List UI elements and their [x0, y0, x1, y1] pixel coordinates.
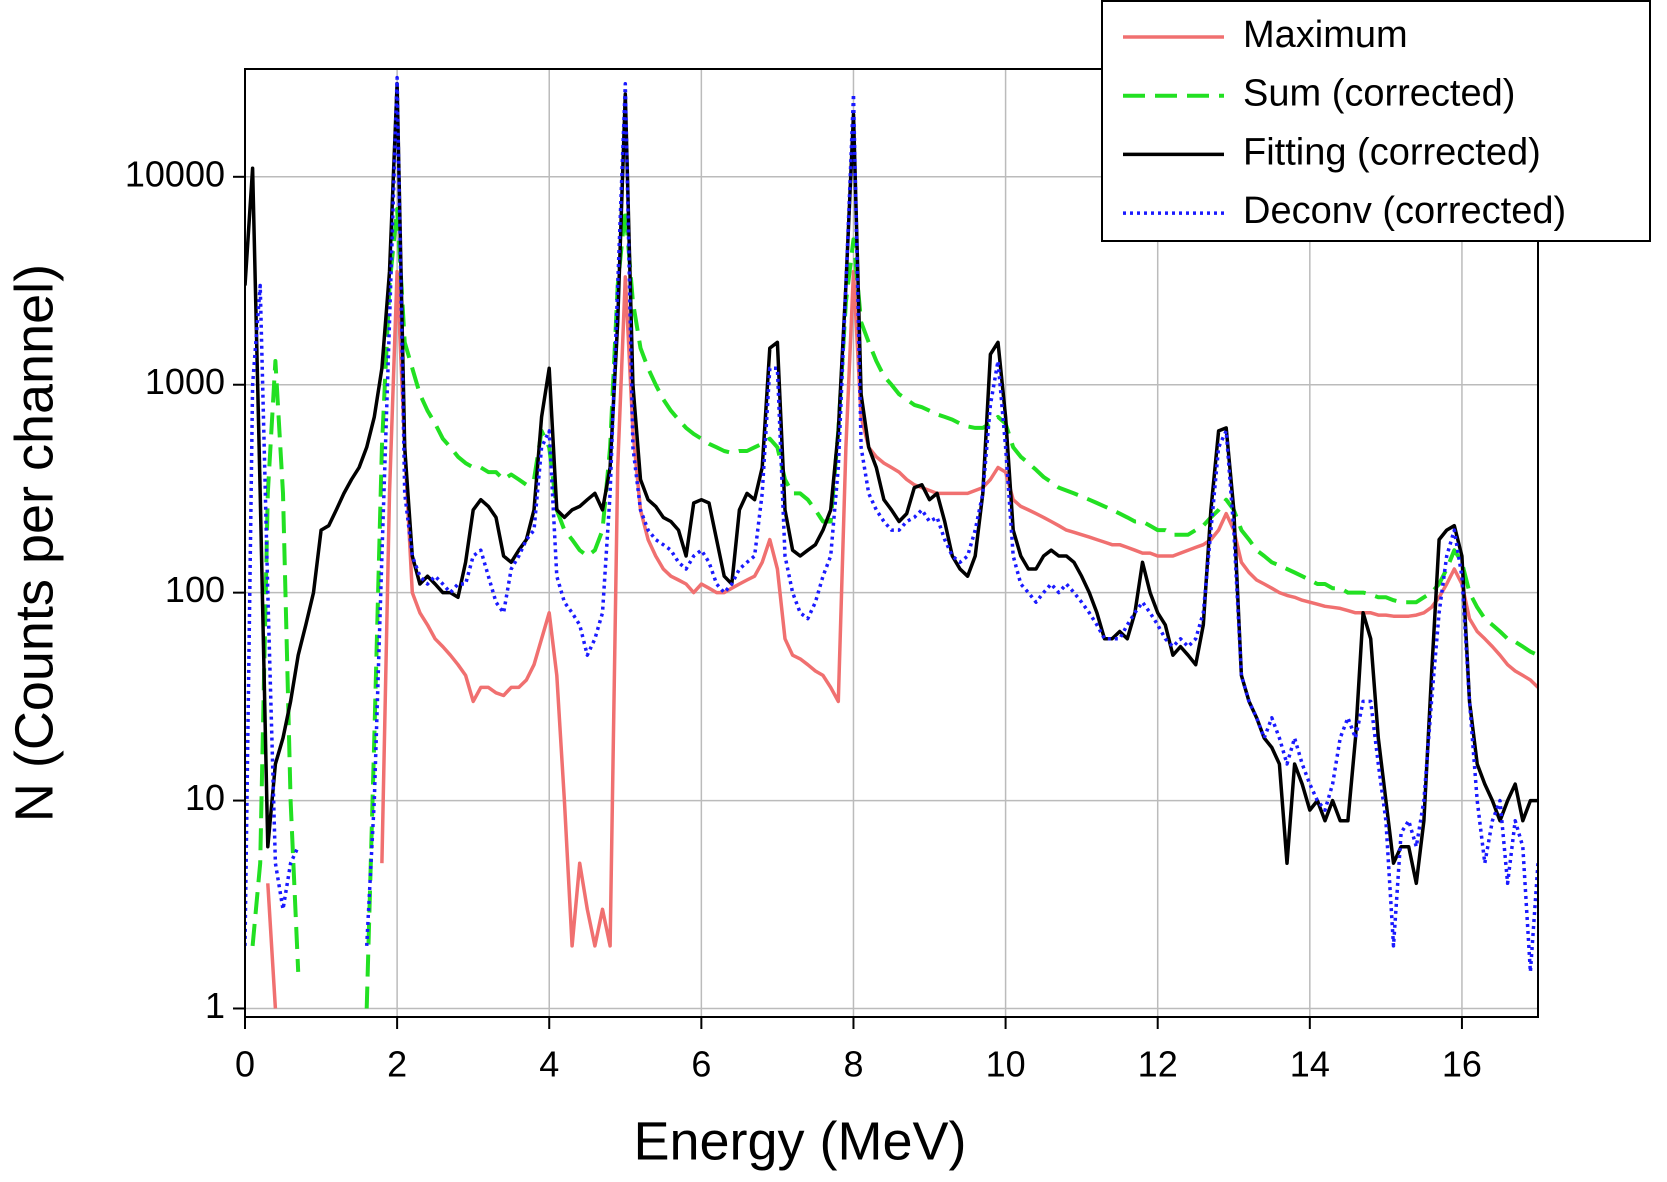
y-tick-label: 10 — [185, 777, 225, 818]
x-tick-label: 12 — [1138, 1044, 1178, 1085]
legend-label: Fitting (corrected) — [1243, 131, 1541, 173]
y-axis-title: N (Counts per channel) — [4, 264, 64, 822]
x-tick-label: 16 — [1442, 1044, 1482, 1085]
x-axis-title: Energy (MeV) — [633, 1111, 966, 1171]
y-tick-label: 1000 — [145, 361, 225, 402]
x-tick-label: 10 — [986, 1044, 1026, 1085]
y-tick-label: 100 — [165, 569, 225, 610]
x-tick-label: 6 — [691, 1044, 711, 1085]
y-tick-label: 10000 — [125, 153, 225, 194]
series-line — [245, 75, 1538, 974]
plot-frame — [244, 68, 1539, 1018]
legend-label: Deconv (corrected) — [1243, 190, 1566, 232]
x-tick-label: 8 — [843, 1044, 863, 1085]
y-tick-label: 1 — [205, 985, 225, 1026]
legend-label: Maximum — [1243, 14, 1408, 56]
series-line — [266, 269, 1538, 1009]
series-line — [250, 207, 1538, 1009]
legend-label: Sum (corrected) — [1243, 73, 1515, 115]
x-tick-label: 2 — [387, 1044, 407, 1085]
x-tick-label: 0 — [235, 1044, 255, 1085]
series-line — [245, 82, 1538, 886]
x-tick-label: 4 — [539, 1044, 559, 1085]
legend-box — [1101, 0, 1651, 242]
x-tick-label: 14 — [1290, 1044, 1330, 1085]
